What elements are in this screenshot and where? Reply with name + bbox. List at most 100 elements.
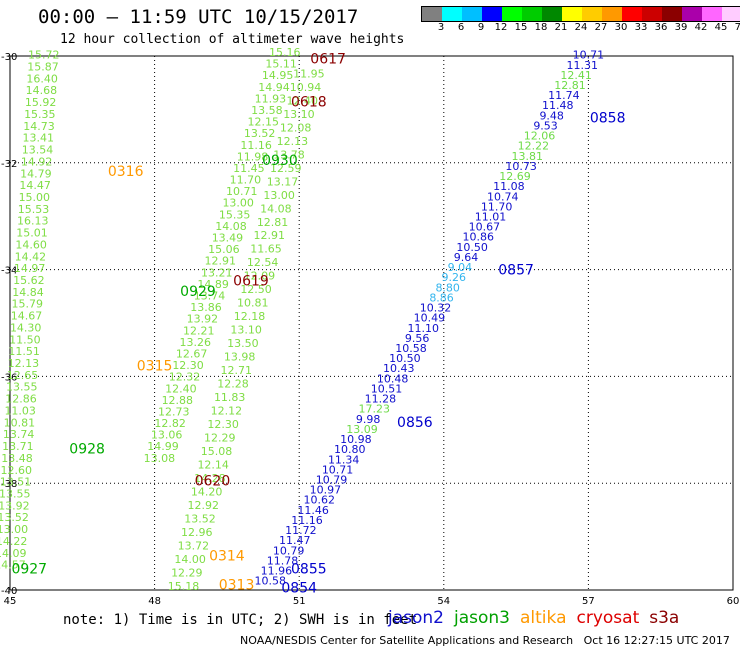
wave-height-label: 10.81 bbox=[237, 297, 269, 310]
x-tick-label: 45 bbox=[4, 596, 17, 607]
wave-height-label: 11.70 bbox=[230, 174, 262, 187]
x-tick-label: 60 bbox=[727, 596, 740, 607]
track-time-label: 0927 bbox=[11, 562, 47, 578]
track-time-label: 0930 bbox=[262, 153, 298, 169]
wave-height-label: 17.23 bbox=[359, 403, 391, 416]
scale-swatch bbox=[462, 7, 482, 21]
wave-height-label: 12.40 bbox=[286, 94, 318, 107]
wave-height-label: 11.95 bbox=[293, 67, 325, 80]
wave-height-label: 15.35 bbox=[219, 208, 251, 221]
wave-height-label: 13.72 bbox=[178, 540, 210, 553]
wave-height-label: 12.08 bbox=[280, 121, 312, 134]
scale-label: 45 bbox=[714, 22, 728, 33]
track-time-label: 0928 bbox=[69, 441, 105, 457]
wave-height-label: 14.20 bbox=[191, 486, 223, 499]
scale-label: 9 bbox=[477, 22, 485, 33]
wave-height-label: 12.12 bbox=[211, 405, 243, 418]
wave-height-label: 11.93 bbox=[255, 92, 287, 105]
track-time-label: 0858 bbox=[590, 110, 626, 126]
scale-swatch bbox=[622, 7, 642, 21]
x-tick-label: 48 bbox=[148, 596, 161, 607]
wave-height-label: 15.92 bbox=[25, 96, 57, 109]
legend-jason2: jason2 bbox=[388, 608, 444, 628]
wave-height-label: 12.81 bbox=[554, 79, 586, 92]
wave-height-label: 11.08 bbox=[493, 180, 525, 193]
wave-height-label: 12.50 bbox=[240, 283, 272, 296]
wave-height-label: 12.82 bbox=[154, 417, 186, 430]
wave-height-label: 14.94 bbox=[258, 81, 290, 94]
wave-height-label: 8.86 bbox=[429, 291, 454, 304]
track-time-label: 0316 bbox=[108, 164, 144, 180]
scale-label: 70 bbox=[734, 22, 740, 33]
wave-height-label: 13.55 bbox=[6, 381, 38, 394]
wave-height-label: 11.51 bbox=[8, 345, 40, 358]
scale-label: 39 bbox=[674, 22, 688, 33]
wave-height-label: 11.72 bbox=[285, 524, 317, 537]
wave-height-label: 12.59 bbox=[270, 162, 302, 175]
wave-height-label: 13.48 bbox=[1, 452, 33, 465]
wave-height-label: 13.08 bbox=[144, 452, 176, 465]
wave-height-label: 10.79 bbox=[273, 544, 305, 557]
scale-label: 27 bbox=[594, 22, 608, 33]
wave-height-label: 10.81 bbox=[4, 416, 36, 429]
track-time-label: 0856 bbox=[397, 415, 433, 431]
x-tick-label: 51 bbox=[293, 596, 306, 607]
wave-height-label: 11.83 bbox=[214, 391, 246, 404]
wave-height-label: 12.91 bbox=[205, 255, 237, 268]
wave-height-label: 16.40 bbox=[26, 72, 58, 85]
scale-swatch bbox=[422, 7, 442, 21]
wave-height-label: 13.55 bbox=[0, 487, 30, 500]
wave-height-label: 13.92 bbox=[187, 313, 219, 326]
wave-height-label: 14.92 bbox=[21, 155, 53, 168]
wave-height-label: 10.50 bbox=[456, 241, 488, 254]
wave-height-label: 9.26 bbox=[442, 271, 467, 284]
wave-height-label: 13.81 bbox=[511, 150, 543, 163]
wave-height-label: 13.41 bbox=[22, 132, 54, 145]
wave-height-label: 12.18 bbox=[234, 310, 266, 323]
wave-height-label: 11.96 bbox=[261, 565, 293, 578]
scale-swatch bbox=[702, 7, 722, 21]
wave-height-label: 11.98 bbox=[237, 150, 269, 163]
wave-height-label: 10.58 bbox=[255, 575, 287, 588]
wave-height-label: 13.09 bbox=[346, 423, 378, 436]
scale-swatch bbox=[642, 7, 662, 21]
wave-height-label: 12.15 bbox=[248, 116, 280, 129]
wave-height-label: 12.22 bbox=[518, 140, 550, 153]
wave-height-label: 12.67 bbox=[176, 347, 208, 360]
scale-swatch bbox=[582, 7, 602, 21]
scale-label: 42 bbox=[694, 22, 708, 33]
track-time-label: 0855 bbox=[291, 562, 327, 578]
wave-height-label: 12.91 bbox=[254, 229, 286, 242]
scale-label: 3 bbox=[437, 22, 445, 33]
wave-height-label: 15.16 bbox=[269, 46, 301, 59]
x-tick-label: 54 bbox=[437, 596, 450, 607]
wave-height-label: 14.00 bbox=[174, 553, 206, 566]
wave-height-label: 10.86 bbox=[463, 231, 495, 244]
wave-height-label: 13.50 bbox=[227, 337, 259, 350]
wave-height-label: 11.10 bbox=[407, 322, 439, 335]
wave-height-label: 12.40 bbox=[165, 382, 197, 395]
wave-height-label: 14.08 bbox=[215, 220, 247, 233]
wave-height-label: 11.31 bbox=[567, 59, 599, 72]
wave-height-label: 14.99 bbox=[147, 440, 179, 453]
color-scale-labels: 36912151821242730333639424570(ft) bbox=[421, 22, 740, 33]
wave-height-label: 12.29 bbox=[171, 567, 203, 580]
wave-height-label: 10.80 bbox=[334, 443, 366, 456]
wave-height-label: 11.65 bbox=[250, 243, 282, 256]
wave-height-label: 12.69 bbox=[499, 170, 531, 183]
footer-credit: NOAA/NESDIS Center for Satellite Applica… bbox=[240, 634, 730, 647]
wave-height-label: 10.51 bbox=[371, 382, 403, 395]
wave-height-label: 14.47 bbox=[19, 179, 51, 192]
wave-height-label: 13.74 bbox=[3, 428, 35, 441]
wave-height-label: 13.54 bbox=[22, 144, 54, 157]
wave-height-label: 10.71 bbox=[226, 185, 258, 198]
scale-swatch bbox=[482, 7, 502, 21]
wave-height-label: 10.71 bbox=[322, 463, 354, 476]
wave-height-label: 13.00 bbox=[0, 523, 28, 536]
wave-height-label: 13.52 bbox=[184, 513, 216, 526]
wave-height-label: 11.70 bbox=[481, 200, 513, 213]
track-time-label: 0854 bbox=[281, 580, 317, 596]
wave-height-label: 10.79 bbox=[316, 474, 348, 487]
wave-height-label: 10.94 bbox=[290, 81, 322, 94]
wave-height-label: 13.78 bbox=[273, 148, 305, 161]
